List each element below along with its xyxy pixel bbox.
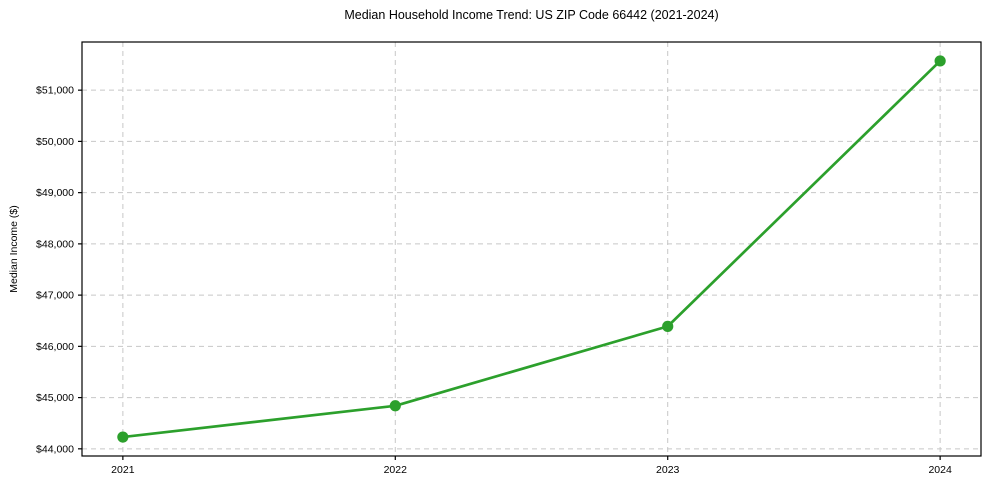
trend-line: [121, 59, 942, 439]
x-tick-label: 2024: [928, 464, 952, 476]
plot-border: [81, 41, 982, 457]
data-point-2024: [934, 55, 946, 67]
x-tick-label: 2023: [656, 464, 680, 476]
y-tick-label: $51,000: [36, 85, 74, 97]
y-tick-label: $49,000: [36, 187, 74, 199]
y-tick-label: $47,000: [36, 290, 74, 302]
y-tick-label: $48,000: [36, 238, 74, 250]
y-tick-label: $46,000: [36, 341, 74, 353]
chart-title: Median Household Income Trend: US ZIP Co…: [344, 8, 719, 22]
y-tick-label: $50,000: [36, 136, 74, 148]
x-tick-label: 2022: [384, 464, 408, 476]
y-tick-label: $45,000: [36, 392, 74, 404]
data-point-2022: [389, 400, 401, 412]
data-point-2021: [117, 431, 129, 443]
x-tick-label: 2021: [111, 464, 135, 476]
data-point-2023: [662, 320, 674, 332]
y-tick-label: $44,000: [36, 443, 74, 455]
